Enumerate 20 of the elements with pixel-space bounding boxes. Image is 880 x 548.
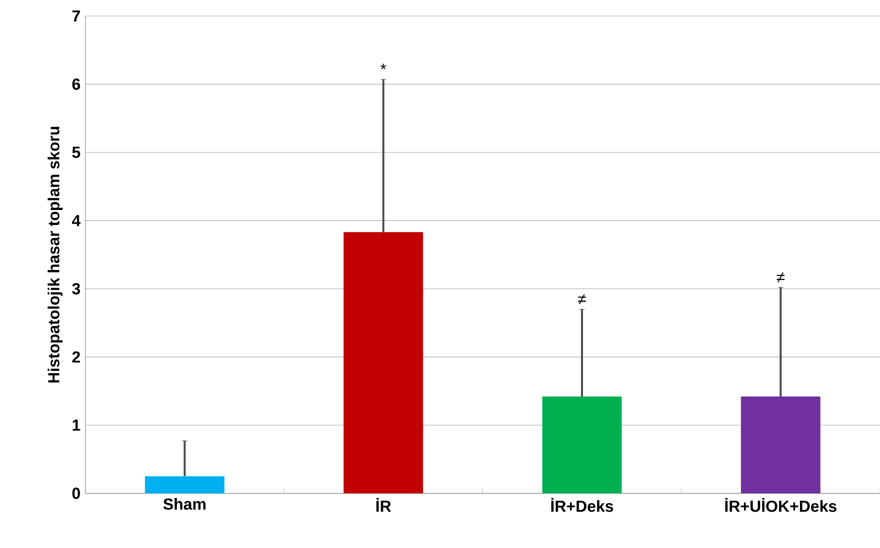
y-tick-label: 6: [72, 78, 80, 90]
x-tick-label: İR+Deks: [551, 498, 614, 512]
x-tick-label: İR: [376, 498, 392, 512]
y-tick-label: 7: [72, 10, 80, 22]
bar: [344, 232, 424, 494]
bar: [542, 396, 622, 494]
y-tick-label: 3: [72, 283, 80, 294]
bar: [740, 396, 820, 494]
y-tick-label: 2: [72, 351, 80, 363]
y-tick-label: 4: [72, 215, 81, 226]
y-tick-label: 0: [72, 488, 80, 499]
x-tick-label: Sham: [163, 498, 206, 510]
y-tick-label: 1: [72, 420, 80, 431]
bar: [144, 476, 224, 494]
annotation: ≠: [578, 294, 586, 304]
x-tick-label: İR+UİOK+Deks: [725, 498, 836, 512]
y-tick-label: 5: [72, 146, 80, 158]
annotation: *: [380, 64, 386, 70]
annotation: ≠: [776, 272, 785, 282]
y-axis-title: Histopatolojik hasar toplam skoru: [48, 126, 63, 383]
